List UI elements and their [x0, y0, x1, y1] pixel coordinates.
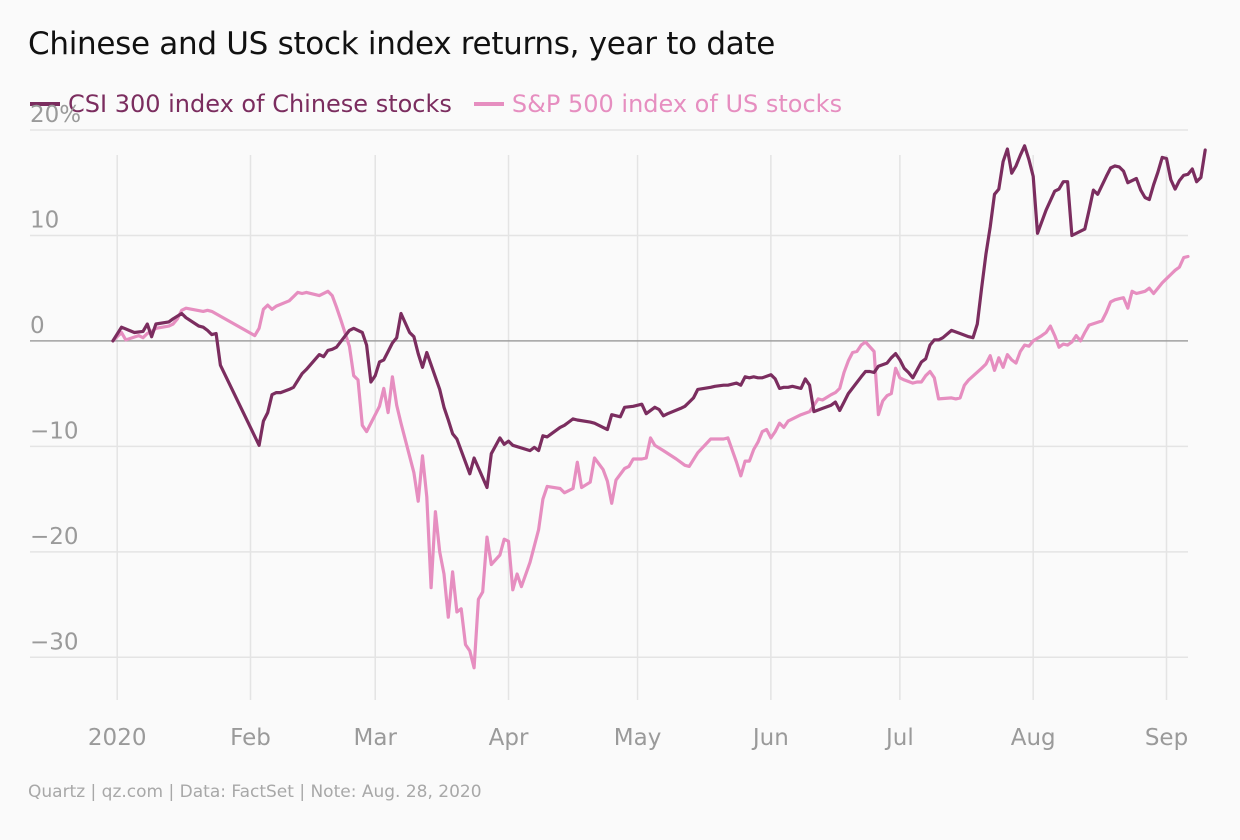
x-tick-label: Feb	[230, 725, 271, 751]
source-footer: Quartz | qz.com | Data: FactSet | Note: …	[28, 782, 482, 802]
series-line-csi300	[111, 144, 1207, 490]
y-tick-label: 20%	[30, 102, 81, 128]
chart-title: Chinese and US stock index returns, year…	[28, 26, 776, 62]
x-tick-label: Sep	[1145, 725, 1188, 751]
y-tick-label: −10	[30, 418, 79, 444]
y-tick-label: 0	[30, 313, 45, 339]
x-tick-label: 2020	[88, 725, 147, 751]
legend-item-sp500: S&P 500 index of US stocks	[473, 90, 843, 118]
x-tick-label: Mar	[354, 725, 398, 751]
legend-swatch-sp500	[473, 102, 504, 106]
y-tick-label: 10	[30, 207, 59, 233]
y-tick-label: −30	[30, 629, 79, 655]
series-line-sp500	[111, 254, 1190, 670]
chart-legend: CSI 300 index of Chinese stocks S&P 500 …	[30, 90, 864, 118]
legend-item-csi300: CSI 300 index of Chinese stocks	[30, 90, 452, 118]
x-tick-label: Jun	[751, 725, 789, 751]
legend-label-csi300: CSI 300 index of Chinese stocks	[68, 90, 452, 118]
y-tick-label: −20	[30, 524, 79, 550]
x-tick-label: Aug	[1011, 725, 1056, 751]
legend-swatch-csi300	[30, 102, 60, 106]
x-tick-label: Apr	[489, 725, 529, 751]
legend-label-sp500: S&P 500 index of US stocks	[511, 90, 843, 118]
x-tick-label: May	[614, 725, 662, 751]
x-tick-label: Jul	[884, 725, 914, 751]
